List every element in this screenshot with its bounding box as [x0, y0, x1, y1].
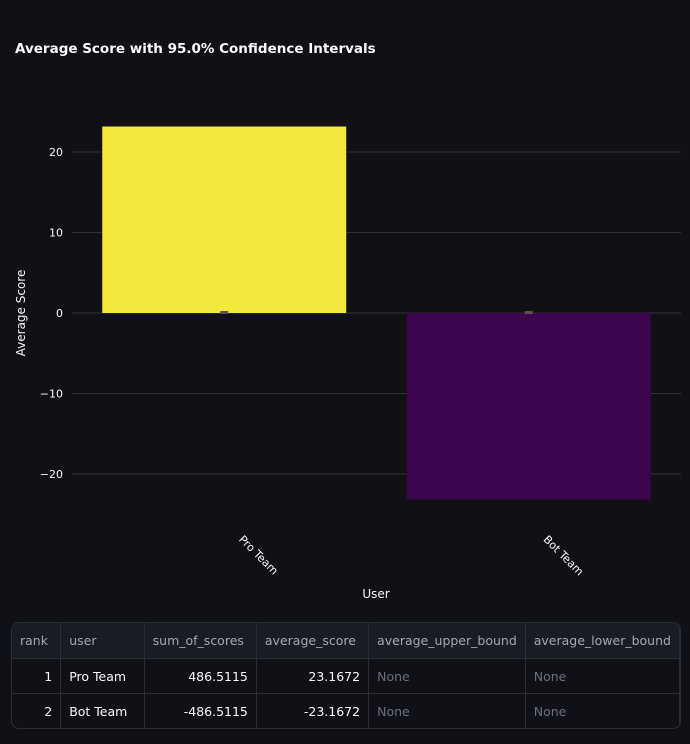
table-cell-user[interactable]: Pro Team [60, 658, 145, 694]
x-tick-label: Bot Team [541, 533, 586, 578]
y-axis-label: Average Score [14, 270, 28, 357]
table-cell-average_score[interactable]: -23.1672 [256, 693, 370, 728]
table-cell-rank[interactable]: 1 [12, 658, 62, 694]
table-cell-average_upper_bound[interactable]: None [368, 693, 526, 728]
table-cell-average_lower_bound[interactable]: None [525, 693, 680, 728]
table-cell-user[interactable]: Bot Team [60, 693, 145, 728]
column-header-user[interactable]: user [60, 623, 145, 659]
y-tick-label: −20 [40, 468, 63, 481]
error-bar [524, 311, 533, 314]
x-axis-label: User [362, 587, 389, 601]
bar-chart: −20 −10 0 10 20 Pro Team Bot Team User Average S… [14, 126, 681, 601]
chart-title: Average Score with 95.0% Confidence Inte… [15, 41, 376, 57]
y-tick-label: 20 [49, 146, 63, 159]
table-row: 1 Pro Team 486.5115 23.1672 None None [12, 658, 680, 694]
table-cell-sum_of_scores[interactable]: -486.5115 [144, 693, 257, 728]
table-cell-rank[interactable]: 2 [12, 693, 62, 728]
y-tick-label: 0 [56, 307, 63, 320]
bar-pro-team [102, 126, 347, 313]
y-tick-label: −10 [40, 388, 63, 401]
column-header-average_score[interactable]: average_score [256, 623, 370, 659]
column-header-rank[interactable]: rank [12, 623, 62, 659]
y-tick-label: 10 [49, 227, 63, 240]
table-cell-average_score[interactable]: 23.1672 [256, 658, 370, 694]
bar-bot-team [406, 313, 651, 500]
table-cell-average_lower_bound[interactable]: None [525, 658, 680, 694]
table-row: 2 Bot Team -486.5115 -23.1672 None None [12, 693, 680, 728]
column-header-average_lower_bound[interactable]: average_lower_bound [525, 623, 680, 659]
table-header-row: rank user sum_of_scores average_score averag… [12, 623, 680, 659]
table-cell-average_upper_bound[interactable]: None [368, 658, 526, 694]
table: rank user sum_of_scores average_score averag… [12, 623, 680, 728]
error-bar [220, 311, 229, 314]
table-cell-sum_of_scores[interactable]: 486.5115 [144, 658, 257, 694]
x-tick-label: Pro Team [236, 533, 281, 578]
results-table: rank user sum_of_scores average_score averag… [11, 622, 681, 729]
column-header-average_upper_bound[interactable]: average_upper_bound [368, 623, 526, 659]
column-header-sum_of_scores[interactable]: sum_of_scores [144, 623, 257, 659]
